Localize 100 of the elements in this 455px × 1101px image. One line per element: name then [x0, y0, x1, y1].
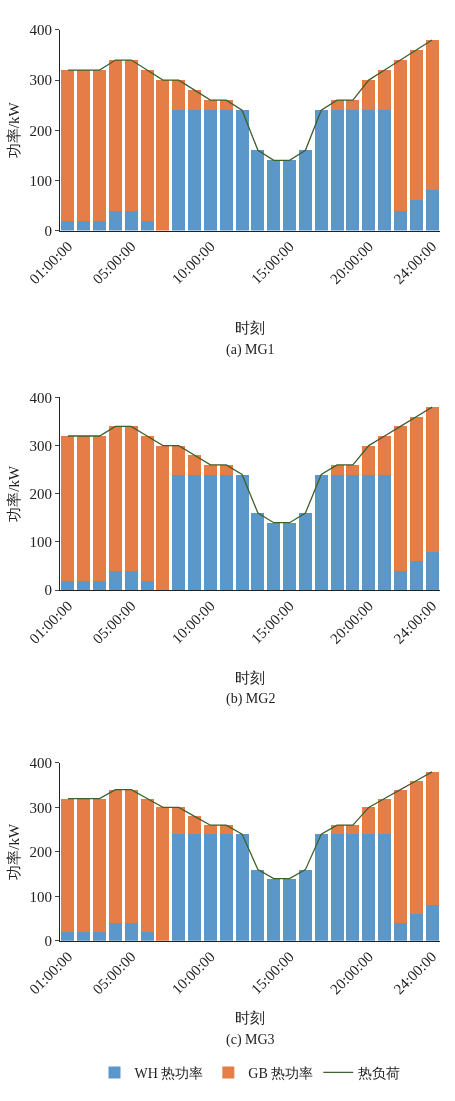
bar [61, 798, 75, 932]
y-tick-label: 0 [44, 933, 52, 950]
bar [108, 426, 122, 571]
bar [203, 100, 217, 111]
bar [425, 771, 439, 906]
bar [61, 70, 75, 221]
bar [362, 445, 376, 475]
bar [330, 474, 344, 591]
bar [362, 474, 376, 591]
bar [124, 789, 138, 923]
bar [330, 110, 344, 231]
y-tick-label: 100 [29, 888, 52, 905]
bar [298, 513, 312, 591]
bar [124, 60, 138, 211]
bar [346, 834, 360, 941]
bar [172, 445, 186, 475]
bar [362, 807, 376, 835]
bar [156, 80, 170, 231]
bar [124, 570, 138, 591]
bar [124, 426, 138, 571]
bar [362, 80, 376, 111]
y-tick-label: 400 [29, 22, 52, 39]
bar [93, 220, 107, 231]
bar [219, 110, 233, 231]
bar [314, 110, 328, 231]
bar [346, 100, 360, 111]
bar [267, 522, 281, 591]
bar [346, 464, 360, 475]
y-tick-label: 400 [29, 389, 52, 406]
bar [140, 931, 154, 941]
legend-label: GB 热功率 [248, 1065, 314, 1081]
bar [124, 922, 138, 941]
x-axis-title: 时刻 [235, 1010, 265, 1026]
bar [172, 834, 186, 941]
bar [298, 869, 312, 941]
y-axis-title: 功率/kW [5, 823, 22, 880]
bar [346, 825, 360, 835]
bar [393, 426, 407, 571]
legend-label: WH 热功率 [134, 1065, 204, 1081]
bar [108, 789, 122, 923]
bar [409, 416, 423, 562]
bar [140, 580, 154, 591]
y-tick-label: 200 [29, 122, 52, 139]
bar [124, 210, 138, 231]
bar [393, 922, 407, 941]
bar [393, 210, 407, 231]
text: (b) MG2 [226, 691, 276, 707]
bar [378, 834, 392, 941]
bar [140, 435, 154, 581]
bar [378, 798, 392, 835]
bar [188, 834, 202, 941]
bar [283, 522, 297, 591]
y-axis-title: 功率/kW [5, 101, 22, 159]
bar [346, 474, 360, 591]
bar [283, 878, 297, 941]
bar [409, 200, 423, 231]
y-tick-label: 0 [44, 582, 52, 599]
bar [362, 110, 376, 231]
bar [77, 798, 91, 932]
bar [409, 49, 423, 201]
bar [409, 780, 423, 915]
bar [188, 110, 202, 231]
text: (a) MG1 [226, 342, 275, 358]
bar [77, 580, 91, 591]
line-series [67, 771, 433, 880]
bar [251, 513, 265, 591]
x-axis-title: 时刻 [235, 320, 265, 336]
bar [425, 905, 439, 941]
bar [93, 931, 107, 941]
bar [393, 570, 407, 591]
bar [188, 90, 202, 111]
bar [203, 474, 217, 591]
bar [409, 561, 423, 591]
bar [140, 70, 154, 221]
y-tick-label: 300 [29, 799, 52, 816]
bar [251, 869, 265, 941]
bar [108, 60, 122, 211]
bar [172, 807, 186, 835]
bar [77, 220, 91, 231]
text: (c) MG3 [226, 1032, 275, 1048]
bar [61, 435, 75, 581]
bar [93, 798, 107, 932]
bar [378, 70, 392, 111]
bar [61, 220, 75, 231]
bar [108, 922, 122, 941]
bar [77, 435, 91, 581]
line-series [67, 406, 433, 524]
bar [93, 435, 107, 581]
bar [203, 110, 217, 231]
bar [77, 931, 91, 941]
bar [378, 110, 392, 231]
bar [172, 80, 186, 111]
bar [219, 834, 233, 941]
y-tick-label: 200 [29, 844, 52, 861]
bar [425, 190, 439, 231]
bar [108, 210, 122, 231]
y-tick-label: 300 [29, 72, 52, 89]
bar [362, 834, 376, 941]
y-tick-label: 400 [29, 755, 52, 772]
bar [61, 931, 75, 941]
